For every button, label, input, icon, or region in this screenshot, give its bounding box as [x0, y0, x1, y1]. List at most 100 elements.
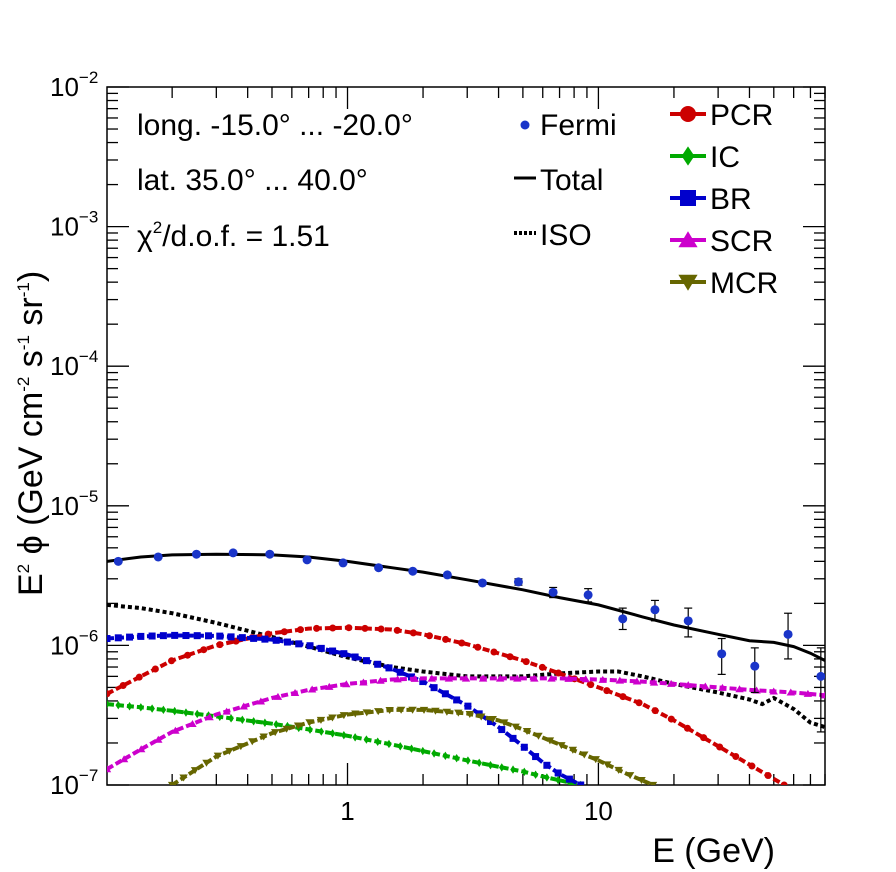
y-tick-label: 10−3	[50, 208, 98, 242]
marker-pcr	[732, 753, 740, 761]
marker-br	[498, 726, 506, 734]
marker-pcr	[716, 743, 724, 751]
marker-br	[441, 690, 449, 698]
marker-ic	[107, 699, 110, 709]
legend-br-marker	[680, 190, 696, 206]
marker-br	[362, 657, 370, 665]
marker-scr	[325, 682, 334, 690]
marker-br	[272, 636, 280, 644]
marker-mcr	[213, 752, 223, 760]
marker-ic	[307, 725, 313, 734]
marker-pcr	[345, 624, 353, 632]
marker-pcr	[619, 693, 627, 701]
marker-br	[340, 650, 348, 658]
y-tick-label: 10−5	[50, 487, 98, 521]
marker-pcr	[425, 632, 433, 640]
marker-scr	[581, 675, 590, 683]
marker-ic	[521, 767, 528, 777]
marker-mcr	[648, 781, 658, 785]
marker-br	[205, 632, 213, 640]
marker-br	[137, 632, 145, 640]
marker-ic	[532, 770, 539, 779]
longitude-label: long. -15.0° ... -20.0°	[137, 109, 413, 142]
marker-scr	[615, 676, 625, 684]
marker-mcr	[568, 746, 578, 754]
marker-scr	[547, 674, 556, 682]
marker-scr	[684, 681, 693, 689]
marker-ic	[476, 758, 482, 768]
marker-ic	[149, 704, 155, 713]
marker-br	[543, 761, 551, 769]
legend-label: Fermi	[540, 109, 617, 142]
marker-ic	[216, 712, 223, 722]
marker-scr	[359, 678, 368, 686]
marker-mcr	[248, 738, 257, 746]
marker-scr	[342, 680, 351, 688]
fermi-point	[191, 549, 201, 559]
marker-scr	[769, 687, 778, 695]
marker-br	[385, 664, 393, 672]
x-tick-label: 1	[340, 796, 354, 826]
marker-pcr	[135, 673, 143, 681]
marker-ic	[386, 739, 392, 749]
marker-pcr	[635, 699, 643, 707]
y-axis-title: E2 ϕ (GeV cm-2 s-1 sr-1)	[12, 271, 50, 596]
marker-scr	[307, 685, 317, 693]
marker-scr	[154, 735, 163, 743]
marker-ic	[194, 709, 201, 719]
marker-ic	[126, 702, 133, 711]
marker-scr	[735, 685, 744, 693]
marker-scr	[171, 726, 180, 734]
marker-ic	[318, 727, 325, 736]
marker-scr	[444, 674, 454, 682]
marker-mcr	[522, 728, 532, 736]
marker-ic	[341, 731, 347, 740]
marker-mcr	[293, 722, 303, 730]
y-tick-label: 10−2	[50, 68, 98, 102]
marker-mcr	[477, 713, 486, 721]
legend-label: SCR	[710, 225, 773, 258]
tick-labels: 1 10 10−7 10−6 10−5 10−4 10−3 10−2	[50, 68, 613, 826]
marker-scr	[136, 745, 146, 753]
marker-scr	[461, 674, 471, 682]
marker-scr	[119, 755, 129, 763]
marker-br	[554, 769, 562, 777]
marker-pcr	[683, 724, 691, 732]
fermi-point	[717, 649, 727, 659]
fermi-point	[338, 558, 348, 568]
marker-pcr	[151, 665, 159, 673]
marker-scr	[188, 720, 197, 728]
marker-mcr	[236, 743, 246, 751]
plot-frame	[106, 86, 826, 786]
fermi-point	[153, 552, 163, 562]
chi2-label: χ2/d.o.f. = 1.51	[137, 218, 330, 253]
marker-mcr	[431, 707, 440, 715]
marker-pcr	[216, 641, 224, 649]
marker-scr	[632, 677, 642, 685]
fermi-point	[618, 614, 628, 624]
marker-mcr	[442, 708, 452, 716]
curves	[107, 552, 825, 785]
marker-br	[227, 633, 235, 641]
marker-scr	[290, 689, 300, 697]
curve-mcr	[171, 707, 654, 785]
legend-label: IC	[710, 141, 740, 174]
marker-br	[193, 632, 201, 640]
marker-mcr	[328, 714, 337, 722]
legend-pcr-marker	[680, 106, 696, 122]
marker-pcr	[442, 635, 450, 643]
marker-mcr	[591, 756, 600, 764]
fermi-point	[302, 555, 312, 565]
marker-pcr	[603, 687, 611, 695]
x-tick-label: 10	[584, 796, 613, 826]
marker-ic	[510, 765, 516, 774]
marker-scr	[410, 674, 419, 682]
marker-pcr	[700, 734, 708, 742]
marker-scr	[427, 674, 437, 682]
marker-ic	[138, 703, 144, 712]
marker-scr	[376, 676, 385, 684]
marker-scr	[256, 697, 266, 705]
marker-ic	[408, 744, 415, 753]
marker-scr	[513, 674, 522, 682]
legend-label: BR	[710, 183, 752, 216]
